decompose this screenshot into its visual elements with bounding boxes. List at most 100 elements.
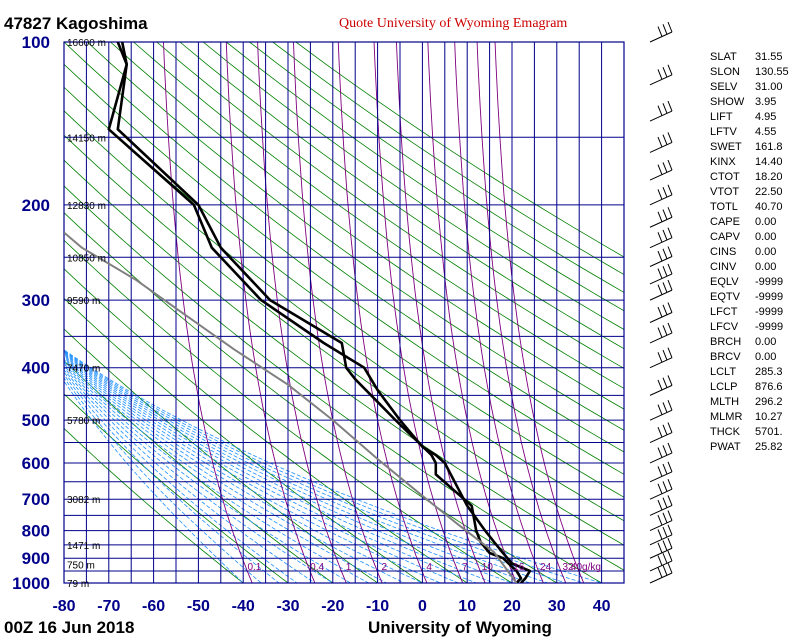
wind-barb-flag — [657, 404, 663, 415]
wind-barb-flag — [667, 461, 673, 472]
stat-row: THCK 5701. — [710, 425, 800, 440]
wind-barb-staff — [649, 237, 673, 249]
moist-adiabats — [64, 349, 604, 583]
stat-value: 130.55 — [755, 66, 789, 78]
wind-barb-flag — [667, 246, 673, 257]
dry-adiabat — [64, 328, 379, 583]
wind-barb-flag — [662, 526, 668, 538]
wind-barb-flag — [662, 248, 668, 259]
height-label: 16600 m — [67, 38, 106, 49]
height-label: 750 m — [67, 561, 95, 572]
wind-barb-flag — [657, 268, 663, 279]
wind-barb-flag — [662, 463, 668, 475]
wind-barb — [649, 132, 673, 153]
wind-barb-flag — [657, 483, 663, 494]
stat-value: 0.00 — [755, 231, 777, 243]
wind-barb-flag — [662, 282, 668, 293]
stat-key: SELV — [710, 81, 738, 93]
wind-barb-flag — [662, 512, 668, 524]
x-tick-label: -70 — [97, 598, 120, 615]
wind-barb-flag — [662, 553, 668, 564]
y-tick-label: 700 — [22, 490, 50, 509]
stat-row: CAPE 0.00 — [710, 215, 800, 230]
mixing-ratio-label: 7 — [462, 562, 468, 573]
wind-barb-flag — [662, 402, 668, 413]
mixing-ratio-label: 0.1 — [247, 562, 261, 573]
wind-barb-flag — [657, 26, 663, 37]
wind-barb-flag — [667, 263, 673, 275]
moist-adiabat — [64, 365, 352, 583]
wind-barb-staff — [649, 384, 673, 396]
mixing-ratio-label: 4 — [426, 562, 432, 573]
moist-adiabat — [64, 363, 370, 583]
stat-value: 4.55 — [755, 126, 777, 138]
wind-barb-flag — [657, 499, 663, 511]
mixing-ratio-line — [337, 42, 428, 583]
moist-adiabat — [64, 358, 424, 583]
wind-barb-flag — [667, 21, 673, 33]
height-label: 1471 m — [67, 541, 100, 552]
dry-adiabat — [64, 110, 624, 522]
wind-barb-flag — [657, 327, 663, 338]
stat-key: SHOW — [710, 96, 745, 108]
wind-barb-staff — [649, 256, 673, 267]
mixing-ratio-label: 10 — [482, 562, 494, 573]
wind-barb-staff — [649, 312, 673, 323]
wind-barb-staff — [649, 31, 673, 43]
wind-barb-staff — [649, 141, 673, 153]
wind-barb — [649, 21, 673, 43]
y-tick-label: 600 — [22, 454, 50, 473]
wind-barb-flag — [662, 540, 668, 551]
wind-barb-staff — [649, 534, 673, 546]
stat-key: SLAT — [710, 51, 737, 63]
wind-barb-flag — [667, 159, 673, 171]
stat-row: LIFT 4.95 — [710, 110, 800, 125]
x-tick-label: -60 — [142, 598, 165, 615]
wind-barb-flag — [667, 132, 673, 143]
wind-barb-flag — [667, 302, 673, 313]
stat-row: CTOT 18.20 — [710, 170, 800, 185]
stat-row: LFCV -9999 — [710, 320, 800, 335]
wind-barb-flag — [657, 232, 663, 243]
wind-barb-flag — [667, 184, 673, 196]
wind-barb-flag — [662, 229, 668, 241]
wind-barb — [649, 422, 673, 443]
wind-barb-flag — [662, 304, 668, 316]
wind-barb — [649, 159, 673, 181]
y-tick-label: 300 — [22, 291, 50, 310]
stat-value: 25.82 — [755, 441, 783, 453]
moist-adiabat — [64, 367, 334, 583]
wind-barb-flag — [657, 306, 663, 318]
wind-barb-flag — [657, 466, 663, 477]
wind-barb — [649, 538, 673, 559]
wind-barb-staff — [649, 547, 673, 559]
stat-value: 0.00 — [755, 261, 777, 273]
stat-value: 0.00 — [755, 336, 777, 348]
dry-adiabat — [64, 268, 468, 583]
y-tick-label: 100 — [22, 33, 50, 52]
moist-adiabat — [64, 380, 244, 583]
mixing-ratio-label: 1 — [346, 562, 352, 573]
wind-barb-flag — [662, 209, 668, 220]
height-label: 10850 m — [67, 253, 106, 264]
stat-row: LFCT -9999 — [710, 305, 800, 320]
wind-barb-flag — [662, 162, 668, 173]
stat-key: CAPV — [710, 231, 740, 243]
wind-barb — [649, 279, 673, 301]
mixing-ratio-label: 2 — [382, 562, 388, 573]
stat-value: -9999 — [755, 276, 784, 288]
wind-barb-flag — [667, 479, 673, 490]
mixing-ratio-label: 0.4 — [310, 562, 324, 573]
wind-barb-flag — [667, 375, 673, 386]
stat-key: CTOT — [710, 171, 740, 183]
x-tick-label: -10 — [366, 598, 389, 615]
stat-key: EQTV — [710, 291, 740, 303]
x-tick-label: 40 — [593, 598, 611, 615]
dewpoint-line — [107, 42, 532, 583]
wind-barb-flag — [662, 424, 668, 436]
wind-barb-flag — [662, 377, 668, 388]
wind-barb — [649, 302, 673, 323]
stat-row: MLTH 296.2 — [710, 395, 800, 410]
dry-adiabat — [64, 393, 289, 583]
stat-value: 5701. — [755, 426, 783, 438]
